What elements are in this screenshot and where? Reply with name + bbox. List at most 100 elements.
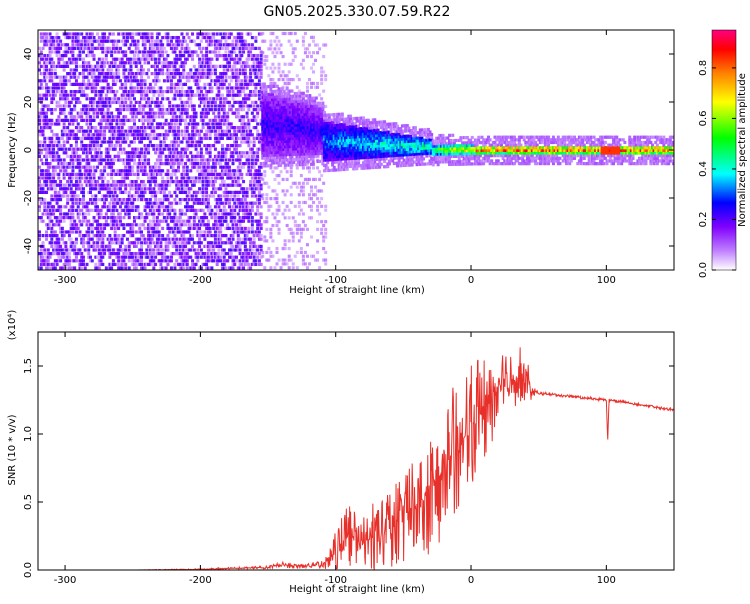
heatmap-cell xyxy=(169,151,173,155)
heatmap-cell xyxy=(212,234,216,238)
heatmap-cell xyxy=(80,111,84,115)
heatmap-cell xyxy=(185,57,189,61)
heatmap-cell xyxy=(150,115,154,119)
heatmap-cell xyxy=(159,86,163,90)
heatmap-cell xyxy=(55,82,59,86)
heatmap-cell xyxy=(55,259,59,263)
heatmap-cell xyxy=(127,223,131,227)
heatmap-cell xyxy=(48,176,52,180)
heatmap-cell xyxy=(240,82,244,86)
heatmap-cell xyxy=(45,237,49,241)
heatmap-cell xyxy=(50,79,54,83)
heatmap-cell xyxy=(184,147,188,151)
heatmap-cell xyxy=(191,162,195,166)
heatmap-cell xyxy=(291,47,295,51)
heatmap-cell xyxy=(180,140,184,144)
heatmap-cell xyxy=(173,122,177,126)
heatmap-cell xyxy=(125,118,129,122)
heatmap-cell xyxy=(78,201,82,205)
heatmap-cell xyxy=(115,219,119,223)
heatmap-cell xyxy=(97,190,101,194)
heatmap-cell xyxy=(55,219,59,223)
heatmap-cell xyxy=(148,248,152,252)
heatmap-cell xyxy=(92,36,96,40)
heatmap-cell xyxy=(252,180,256,184)
heatmap-cell xyxy=(62,183,66,187)
heatmap-cell xyxy=(43,61,47,65)
heatmap-cell xyxy=(125,32,129,36)
heatmap-cell xyxy=(138,82,142,86)
heatmap-cell xyxy=(194,115,198,119)
heatmap-cell xyxy=(157,208,161,212)
heatmap-cell xyxy=(173,136,177,140)
heatmap-cell xyxy=(198,244,202,248)
heatmap-cell xyxy=(46,187,50,191)
heatmap-cell xyxy=(291,266,295,270)
heatmap-cell xyxy=(71,32,75,36)
heatmap-cell xyxy=(117,50,121,54)
heatmap-cell xyxy=(71,194,75,198)
heatmap-cell xyxy=(99,93,103,97)
heatmap-cell xyxy=(101,234,105,238)
heatmap-cell xyxy=(145,262,149,266)
heatmap-cell xyxy=(64,205,68,209)
heatmap-cell xyxy=(64,32,68,36)
heatmap-cell xyxy=(50,219,54,223)
heatmap-cell xyxy=(138,262,142,266)
heatmap-cell xyxy=(140,151,144,155)
heatmap-cell xyxy=(39,219,43,223)
heatmap-cell xyxy=(140,97,144,101)
heatmap-cell xyxy=(161,226,165,230)
heatmap-cell xyxy=(235,79,239,83)
heatmap-cell xyxy=(240,255,244,259)
heatmap-cell xyxy=(187,144,191,148)
heatmap-cell xyxy=(69,212,73,216)
heatmap-cell xyxy=(182,64,186,68)
heatmap-cell xyxy=(122,162,126,166)
heatmap-cell xyxy=(187,72,191,76)
heatmap-cell xyxy=(115,136,119,140)
heatmap-cell xyxy=(66,165,70,169)
heatmap-cell xyxy=(243,140,247,144)
heatmap-cell xyxy=(155,136,159,140)
heatmap-cell xyxy=(178,237,182,241)
heatmap-cell xyxy=(185,169,189,173)
heatmap-cell xyxy=(48,183,52,187)
heatmap-cell xyxy=(229,172,233,176)
heatmap-cell xyxy=(78,90,82,94)
heatmap-cell xyxy=(120,208,124,212)
heatmap-cell xyxy=(81,216,85,220)
heatmap-cell xyxy=(57,82,61,86)
heatmap-cell xyxy=(50,118,54,122)
heatmap-cell xyxy=(50,111,54,115)
heatmap-cell xyxy=(187,75,191,79)
heatmap-cell xyxy=(59,54,63,58)
heatmap-cell xyxy=(69,154,73,158)
heatmap-cell xyxy=(176,43,180,47)
heatmap-cell xyxy=(279,74,283,78)
heatmap-cell xyxy=(242,86,246,90)
heatmap-cell xyxy=(180,64,184,68)
heatmap-cell xyxy=(295,231,299,235)
heatmap-cell xyxy=(138,223,142,227)
heatmap-cell xyxy=(224,118,228,122)
heatmap-cell xyxy=(222,82,226,86)
heatmap-cell xyxy=(104,46,108,50)
heatmap-cell xyxy=(64,75,68,79)
heatmap-cell xyxy=(196,226,200,230)
heatmap-cell xyxy=(50,266,54,270)
heatmap-cell xyxy=(240,241,244,245)
heatmap-cell xyxy=(157,111,161,115)
heatmap-cell xyxy=(157,147,161,151)
heatmap-cell xyxy=(203,252,207,256)
heatmap-cell xyxy=(113,187,117,191)
heatmap-cell xyxy=(281,200,285,205)
heatmap-cell xyxy=(250,230,254,234)
heatmap-cell xyxy=(90,64,94,68)
heatmap-cell xyxy=(196,129,200,133)
heatmap-cell xyxy=(81,46,85,50)
heatmap-cell xyxy=(122,234,126,238)
heatmap-cell xyxy=(94,262,98,266)
heatmap-cell xyxy=(178,216,182,220)
heatmap-cell xyxy=(189,68,193,72)
